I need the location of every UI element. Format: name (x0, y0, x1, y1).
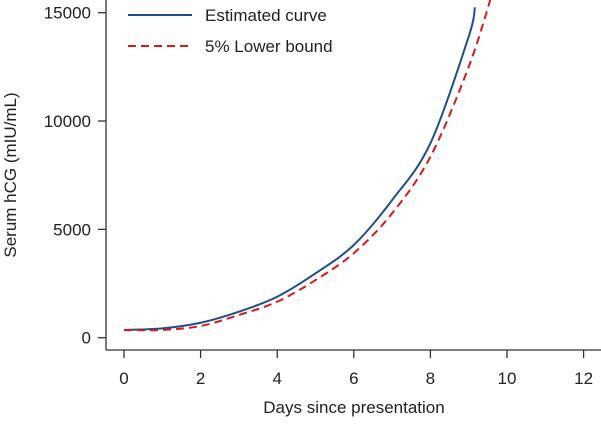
x-axis-title: Days since presentation (263, 398, 444, 417)
series-estimated-curve (123, 7, 476, 332)
legend-label-estimated: Estimated curve (205, 6, 327, 25)
x-tick-label: 10 (498, 369, 517, 388)
series-lines (123, 0, 492, 332)
y-axis-title: Serum hCG (mIU/mL) (1, 92, 20, 257)
y-tick-label: 10000 (44, 112, 91, 131)
y-tick-label: 0 (82, 329, 91, 348)
legend-label-lower: 5% Lower bound (205, 37, 333, 56)
legend: Estimated curve 5% Lower bound (128, 6, 333, 56)
x-tick-label: 4 (272, 369, 281, 388)
x-tick-label: 6 (349, 369, 358, 388)
series-lower-bound (123, 0, 492, 332)
x-tick-label: 12 (574, 369, 593, 388)
y-tick-label: 5000 (53, 220, 91, 239)
x-tick-label: 8 (426, 369, 435, 388)
axes: 0 2 4 6 8 10 12 0 5000 10000 15000 (44, 0, 601, 388)
x-tick-label: 2 (196, 369, 205, 388)
y-tick-label: 15000 (44, 4, 91, 23)
x-tick-label: 0 (119, 369, 128, 388)
